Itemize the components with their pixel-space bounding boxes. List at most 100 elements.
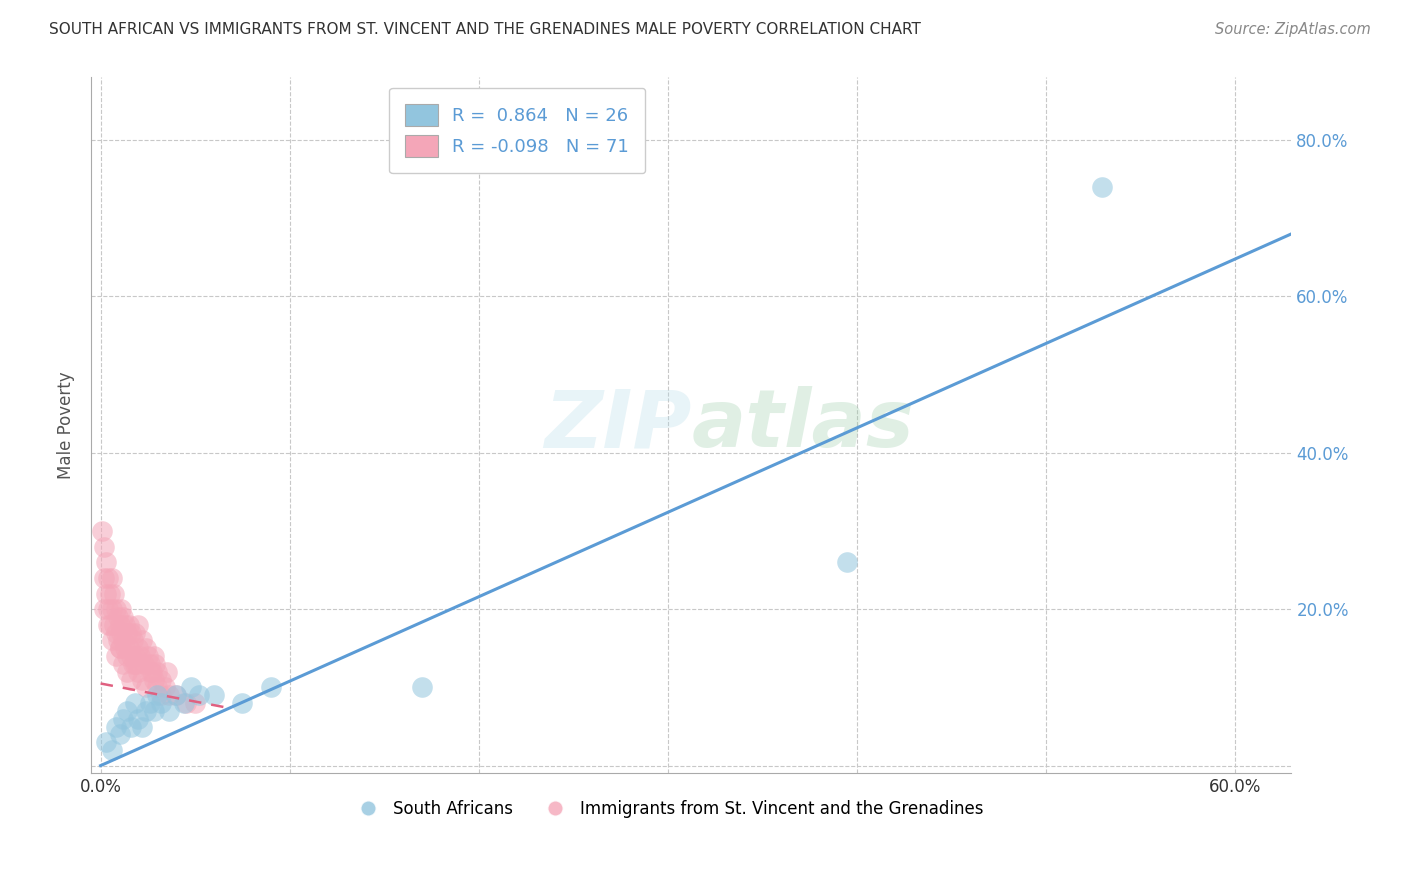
Point <box>96 586 118 600</box>
Point <box>141 665 163 679</box>
Point <box>124 649 146 664</box>
Point <box>139 665 162 679</box>
Point <box>136 649 159 664</box>
Point <box>124 696 146 710</box>
Point <box>97 602 120 616</box>
Point <box>93 571 115 585</box>
Point <box>145 657 167 671</box>
Point <box>93 540 115 554</box>
Point <box>118 641 141 656</box>
Point <box>157 704 180 718</box>
Point <box>97 618 120 632</box>
Point <box>101 743 124 757</box>
Y-axis label: Male Poverty: Male Poverty <box>58 372 75 479</box>
Point <box>411 681 433 695</box>
Point <box>98 586 121 600</box>
Point <box>112 633 135 648</box>
Point <box>97 571 120 585</box>
Point <box>260 681 283 695</box>
Point <box>150 688 173 702</box>
Point <box>96 555 118 569</box>
Point <box>108 641 131 656</box>
Point <box>115 704 138 718</box>
Point <box>142 704 165 718</box>
Point <box>131 719 153 733</box>
Point <box>127 641 149 656</box>
Point <box>114 618 136 632</box>
Point <box>120 673 142 687</box>
Point <box>101 633 124 648</box>
Point <box>121 633 143 648</box>
Point <box>187 688 209 702</box>
Point <box>101 571 124 585</box>
Point <box>115 649 138 664</box>
Point <box>142 673 165 687</box>
Point <box>146 681 169 695</box>
Point <box>104 719 127 733</box>
Point <box>110 625 132 640</box>
Point <box>112 712 135 726</box>
Point <box>104 649 127 664</box>
Point <box>114 641 136 656</box>
Point <box>93 602 115 616</box>
Point <box>180 681 202 695</box>
Point <box>108 641 131 656</box>
Point <box>120 625 142 640</box>
Point <box>150 673 173 687</box>
Point <box>108 727 131 741</box>
Point <box>107 610 129 624</box>
Point <box>1091 180 1114 194</box>
Point <box>150 696 173 710</box>
Point <box>135 681 157 695</box>
Point <box>98 618 121 632</box>
Point <box>153 681 176 695</box>
Point <box>112 657 135 671</box>
Point <box>174 696 197 710</box>
Point <box>173 696 195 710</box>
Point <box>91 524 114 538</box>
Point <box>165 688 187 702</box>
Point <box>112 610 135 624</box>
Point <box>139 696 162 710</box>
Point <box>202 688 225 702</box>
Point <box>107 633 129 648</box>
Point <box>127 618 149 632</box>
Point <box>103 618 125 632</box>
Point <box>127 712 149 726</box>
Point <box>110 602 132 616</box>
Point <box>129 649 152 664</box>
Point <box>157 688 180 702</box>
Point <box>120 719 142 733</box>
Point <box>135 641 157 656</box>
Point <box>120 649 142 664</box>
Point <box>184 696 207 710</box>
Legend: South Africans, Immigrants from St. Vincent and the Grenadines: South Africans, Immigrants from St. Vinc… <box>344 793 990 824</box>
Point <box>837 555 859 569</box>
Point <box>108 618 131 632</box>
Text: SOUTH AFRICAN VS IMMIGRANTS FROM ST. VINCENT AND THE GRENADINES MALE POVERTY COR: SOUTH AFRICAN VS IMMIGRANTS FROM ST. VIN… <box>49 22 921 37</box>
Point <box>124 625 146 640</box>
Point <box>135 704 157 718</box>
Point <box>104 602 127 616</box>
Point <box>101 602 124 616</box>
Point <box>103 586 125 600</box>
Point <box>165 688 187 702</box>
Text: ZIP: ZIP <box>544 386 692 465</box>
Point <box>139 657 162 671</box>
Text: atlas: atlas <box>692 386 914 465</box>
Point <box>104 625 127 640</box>
Point <box>115 625 138 640</box>
Point <box>127 665 149 679</box>
Text: Source: ZipAtlas.com: Source: ZipAtlas.com <box>1215 22 1371 37</box>
Point <box>231 696 253 710</box>
Point <box>146 688 169 702</box>
Point <box>142 649 165 664</box>
Point <box>156 665 179 679</box>
Point <box>131 673 153 687</box>
Point <box>121 657 143 671</box>
Point <box>124 657 146 671</box>
Point <box>96 735 118 749</box>
Point <box>115 665 138 679</box>
Point <box>146 665 169 679</box>
Point <box>125 657 148 671</box>
